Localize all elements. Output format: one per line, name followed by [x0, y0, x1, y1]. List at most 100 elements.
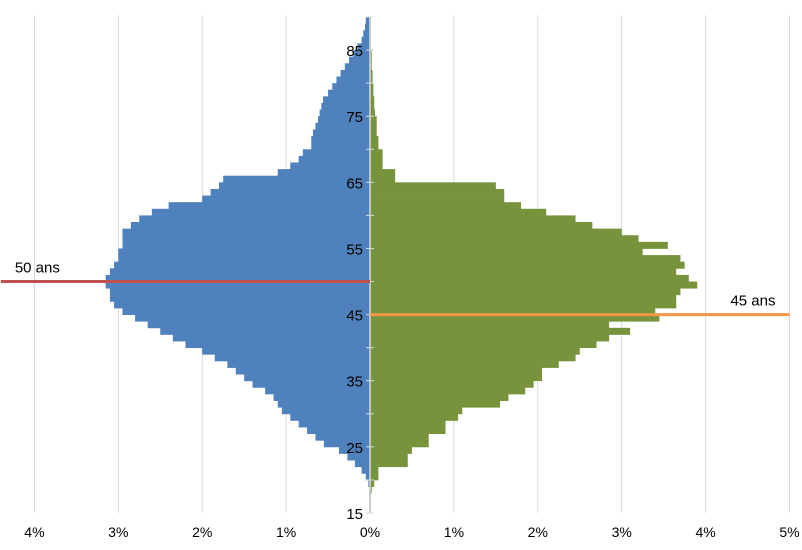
right-bar-age-77 — [370, 96, 375, 104]
left-bar-age-26 — [315, 433, 370, 441]
right-bar-age-83 — [370, 56, 372, 64]
right-bar-age-32 — [370, 393, 509, 401]
right-bar-age-44 — [370, 314, 660, 322]
right-bar-age-49 — [370, 281, 698, 289]
left-bar-age-67 — [290, 162, 370, 170]
left-bar-age-59 — [139, 215, 370, 223]
left-bar-age-43 — [147, 321, 370, 329]
y-tick-label: 55 — [346, 241, 363, 258]
right-bar-age-80 — [370, 76, 373, 84]
left-bar-age-56 — [122, 235, 371, 243]
left-bar-age-49 — [105, 281, 370, 289]
right-bar-age-84 — [370, 50, 372, 58]
right-bar-age-27 — [370, 427, 446, 435]
right-bar-age-60 — [370, 208, 547, 216]
left-bar-age-88 — [364, 23, 370, 31]
left-bar-age-47 — [109, 294, 370, 302]
right-bar-age-33 — [370, 387, 526, 395]
right-bar-age-40 — [370, 341, 597, 349]
left-bar-age-35 — [244, 374, 370, 382]
right-bar-age-58 — [370, 222, 593, 230]
right-bar-age-38 — [370, 354, 576, 362]
left-bar-age-52 — [114, 261, 370, 269]
right-bar-age-26 — [370, 433, 429, 441]
right-bar-age-21 — [370, 466, 379, 474]
right-bar-age-62 — [370, 195, 505, 203]
left-bar-age-37 — [227, 360, 370, 368]
right-bar-age-23 — [370, 453, 408, 461]
right-bar-age-70 — [370, 142, 379, 150]
left-bar-age-78 — [328, 89, 370, 97]
left-bar-age-29 — [290, 413, 370, 421]
left-bar-age-38 — [214, 354, 370, 362]
right-bar-age-24 — [370, 446, 412, 454]
right-bar-age-51 — [370, 268, 677, 276]
y-tick-label: 15 — [346, 506, 363, 523]
left-bar-age-19 — [368, 479, 370, 487]
left-series-bars — [105, 17, 371, 514]
y-tick-label: 85 — [346, 43, 363, 60]
left-bar-age-75 — [319, 109, 370, 117]
right-bar-age-41 — [370, 334, 610, 342]
right-bar-age-65 — [370, 175, 396, 183]
right-bar-age-72 — [370, 129, 377, 137]
right-bar-age-28 — [370, 420, 446, 428]
right-bar-age-46 — [370, 301, 677, 309]
right-bar-age-75 — [370, 109, 376, 117]
left-bar-age-63 — [210, 188, 370, 196]
left-bar-age-64 — [218, 182, 370, 190]
left-bar-age-62 — [202, 195, 370, 203]
right-bar-age-79 — [370, 83, 374, 91]
y-tick-labels: 15 25 35 45 55 65 75 85 — [346, 43, 363, 523]
left-bar-age-39 — [202, 347, 370, 355]
right-bar-age-59 — [370, 215, 576, 223]
left-bar-age-82 — [344, 63, 370, 71]
annotation-label: 50 ans — [15, 260, 60, 277]
right-bar-age-56 — [370, 235, 639, 243]
left-bar-age-25 — [323, 440, 370, 448]
x-tick-label: 2% — [192, 524, 212, 540]
x-tick-label: 5% — [779, 524, 799, 540]
left-bar-age-61 — [168, 202, 370, 210]
right-bar-age-74 — [370, 116, 377, 124]
right-bar-age-34 — [370, 380, 534, 388]
left-bar-age-44 — [135, 314, 370, 322]
right-bar-age-42 — [370, 327, 631, 335]
right-bar-age-68 — [370, 155, 383, 163]
left-bar-age-69 — [302, 149, 370, 157]
right-bar-age-48 — [370, 288, 681, 296]
left-bar-age-71 — [311, 136, 370, 144]
left-bar-age-34 — [252, 380, 370, 388]
right-bar-age-35 — [370, 374, 542, 382]
left-bar-age-77 — [323, 96, 370, 104]
right-bar-age-25 — [370, 440, 429, 448]
left-bar-age-23 — [347, 453, 370, 461]
left-bar-age-79 — [332, 83, 370, 91]
left-bar-age-32 — [273, 393, 370, 401]
left-bar-age-70 — [311, 142, 370, 150]
x-tick-label: 1% — [276, 524, 296, 540]
right-bar-age-29 — [370, 413, 459, 421]
left-bar-age-66 — [277, 169, 370, 177]
left-bar-age-40 — [185, 341, 370, 349]
left-bar-age-57 — [122, 228, 371, 236]
left-bar-age-31 — [277, 400, 370, 408]
left-bar-age-42 — [160, 327, 370, 335]
left-bar-age-84 — [353, 50, 370, 58]
right-bar-age-61 — [370, 202, 522, 210]
x-tick-label: 4% — [695, 524, 715, 540]
x-tick-label: 1% — [444, 524, 464, 540]
age-annotations: 50 ans 45 ans — [0, 260, 790, 317]
left-bar-age-81 — [340, 69, 370, 77]
right-bar-age-78 — [370, 89, 374, 97]
left-bar-age-65 — [223, 175, 370, 183]
right-bar-age-55 — [370, 241, 668, 249]
right-bar-age-19 — [370, 479, 375, 487]
right-bar-age-36 — [370, 367, 542, 375]
left-bar-age-72 — [312, 129, 370, 137]
x-tick-label: 3% — [108, 524, 128, 540]
right-bar-age-69 — [370, 149, 383, 157]
x-tick-label: 0% — [360, 524, 380, 540]
right-bar-age-39 — [370, 347, 580, 355]
